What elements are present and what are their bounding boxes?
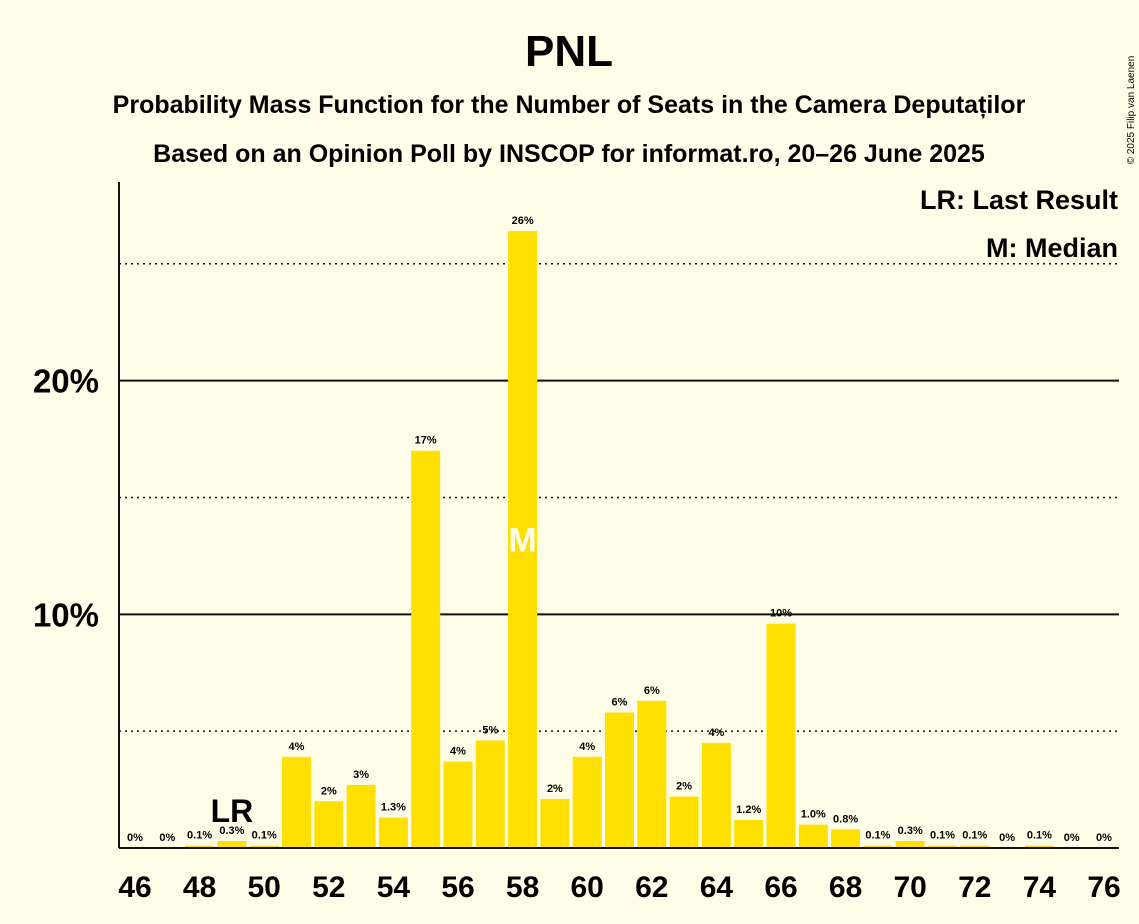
bar-52 bbox=[314, 801, 344, 848]
bar-72 bbox=[960, 845, 990, 848]
bar-68 bbox=[831, 829, 861, 848]
data-label-61: 6% bbox=[612, 696, 628, 708]
bars bbox=[185, 231, 1054, 849]
data-label-59: 2% bbox=[547, 783, 563, 795]
x-tick-label: 70 bbox=[894, 871, 927, 904]
x-tick-label: 76 bbox=[1087, 871, 1120, 904]
x-tick-label: 60 bbox=[571, 871, 604, 904]
data-label-51: 4% bbox=[289, 741, 305, 753]
data-label-73: 0% bbox=[999, 832, 1015, 844]
legend-median: M: Median bbox=[986, 233, 1118, 263]
chart-title: PNL bbox=[525, 27, 613, 76]
data-label-54: 1.3% bbox=[381, 802, 406, 814]
chart-subtitle: Probability Mass Function for the Number… bbox=[113, 91, 1026, 119]
x-tick-label: 48 bbox=[183, 871, 216, 904]
bar-59 bbox=[540, 798, 570, 848]
bar-50 bbox=[249, 845, 279, 848]
data-label-52: 2% bbox=[321, 785, 337, 797]
copyright-text: © 2025 Filip van Laenen bbox=[1126, 56, 1137, 165]
x-tick-label: 64 bbox=[700, 871, 734, 904]
bar-61 bbox=[605, 712, 634, 848]
bar-63 bbox=[669, 796, 699, 848]
data-label-58: 26% bbox=[512, 215, 534, 227]
x-tick-label: 68 bbox=[829, 871, 862, 904]
data-label-70: 0.3% bbox=[898, 825, 923, 837]
data-label-62: 6% bbox=[644, 685, 660, 697]
bar-58 bbox=[508, 231, 538, 849]
data-label-72: 0.1% bbox=[962, 830, 987, 842]
bar-70 bbox=[895, 840, 925, 848]
x-ticks: 46 48 50 52 54 56 58 60 62 64 66 68 70 72 74 76 bbox=[118, 871, 1120, 904]
bar-51 bbox=[282, 756, 311, 848]
data-label-50: 0.1% bbox=[252, 830, 277, 842]
data-label-55: 17% bbox=[415, 435, 437, 447]
median-marker: M bbox=[508, 522, 536, 560]
data-label-56: 4% bbox=[450, 746, 466, 758]
data-label-64: 4% bbox=[708, 727, 724, 739]
x-tick-label: 56 bbox=[441, 871, 474, 904]
bar-74 bbox=[1024, 845, 1054, 848]
data-label-60: 4% bbox=[579, 741, 595, 753]
last-result-marker: LR bbox=[211, 793, 254, 829]
bar-55 bbox=[411, 450, 441, 848]
data-label-53: 3% bbox=[353, 769, 369, 781]
x-tick-label: 62 bbox=[635, 871, 668, 904]
bar-54 bbox=[378, 817, 408, 848]
bar-62 bbox=[637, 700, 667, 848]
bar-66 bbox=[766, 623, 796, 848]
bar-69 bbox=[863, 845, 893, 848]
x-tick-label: 74 bbox=[1023, 871, 1057, 904]
x-tick-label: 72 bbox=[958, 871, 991, 904]
data-label-47: 0% bbox=[159, 832, 175, 844]
bar-57 bbox=[475, 740, 505, 848]
y-tick-label: 20% bbox=[33, 363, 99, 400]
data-label-48: 0.1% bbox=[187, 830, 212, 842]
bar-49 bbox=[217, 840, 247, 848]
bar-53 bbox=[346, 784, 376, 848]
data-label-75: 0% bbox=[1064, 832, 1080, 844]
bar-67 bbox=[798, 824, 828, 848]
chart-subtitle-2: Based on an Opinion Poll by INSCOP for i… bbox=[153, 140, 985, 168]
data-label-49: 0.3% bbox=[219, 825, 244, 837]
legend-last-result: LR: Last Result bbox=[920, 185, 1118, 215]
bar-48 bbox=[185, 845, 215, 848]
x-tick-label: 58 bbox=[506, 871, 539, 904]
data-label-65: 1.2% bbox=[736, 804, 761, 816]
x-tick-label: 54 bbox=[377, 871, 411, 904]
x-tick-label: 46 bbox=[118, 871, 151, 904]
gridlines bbox=[119, 263, 1119, 732]
bar-71 bbox=[928, 845, 957, 848]
data-label-74: 0.1% bbox=[1027, 830, 1052, 842]
bar-64 bbox=[701, 742, 731, 848]
data-label-57: 5% bbox=[482, 725, 498, 737]
data-label-46: 0% bbox=[127, 832, 143, 844]
data-label-68: 0.8% bbox=[833, 813, 858, 825]
data-label-66: 10% bbox=[770, 608, 792, 620]
y-ticks: 10% 20% bbox=[33, 363, 99, 634]
data-labels: 0% 0% 0.1% 0.3% 0.1% 4% 2% 3% 1.3% 17% 4% 5% 26% 2% 4%… bbox=[127, 215, 1112, 844]
bar-60 bbox=[572, 756, 602, 848]
data-label-67: 1.0% bbox=[801, 809, 826, 821]
data-label-76: 0% bbox=[1096, 832, 1112, 844]
data-label-71: 0.1% bbox=[930, 830, 955, 842]
data-label-63: 2% bbox=[676, 781, 692, 793]
x-tick-label: 50 bbox=[248, 871, 281, 904]
x-tick-label: 66 bbox=[764, 871, 797, 904]
bar-56 bbox=[443, 761, 473, 848]
bar-65 bbox=[734, 819, 764, 848]
data-label-69: 0.1% bbox=[865, 830, 890, 842]
x-tick-label: 52 bbox=[312, 871, 345, 904]
y-tick-label: 10% bbox=[33, 596, 99, 633]
